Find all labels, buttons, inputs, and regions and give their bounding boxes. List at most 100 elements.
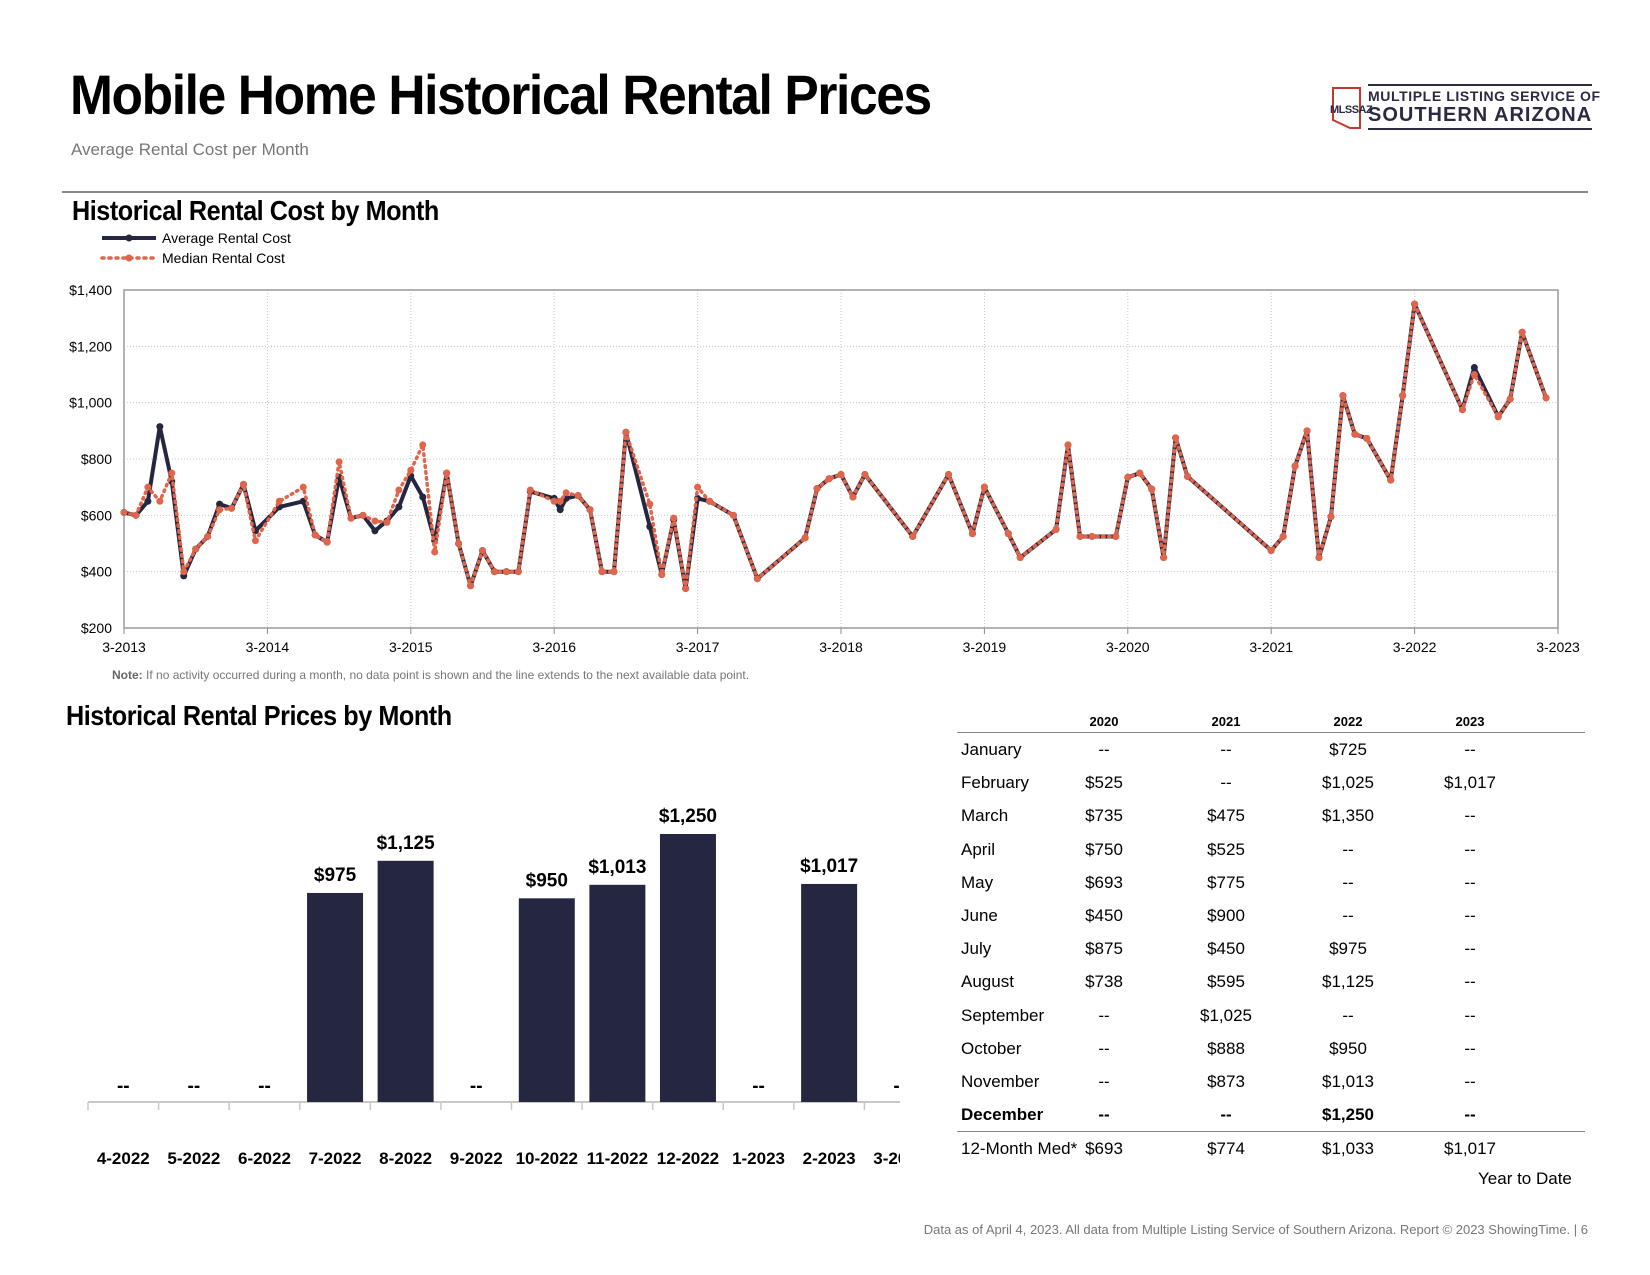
bar-category-label: 2-2023 xyxy=(803,1149,856,1168)
median-point xyxy=(275,497,283,505)
median-point xyxy=(347,514,355,522)
table-cell: -- xyxy=(1342,839,1354,859)
table-cell: $738 xyxy=(1085,972,1123,992)
table-column-header: 2021 xyxy=(1211,714,1241,729)
median-point xyxy=(455,540,463,547)
bar-empty-label: -- xyxy=(893,1076,900,1097)
table-row-label: December xyxy=(961,1105,1044,1125)
chart-note: Note: If no activity occurred during a m… xyxy=(112,668,749,682)
bar-empty-label: -- xyxy=(117,1076,130,1097)
median-point xyxy=(682,585,690,593)
table-cell: $950 xyxy=(1329,1038,1367,1058)
bar-category-label: 7-2022 xyxy=(309,1149,362,1168)
table-cell: -- xyxy=(1098,740,1110,759)
bar-value-label: $1,017 xyxy=(800,856,858,877)
median-point xyxy=(1064,441,1072,449)
x-tick-label: 3-2013 xyxy=(102,639,146,655)
y-tick-label: $200 xyxy=(81,620,112,636)
x-tick-label: 3-2014 xyxy=(246,639,290,655)
bar xyxy=(801,883,858,1102)
table-cell: $595 xyxy=(1207,972,1245,992)
bar-category-label: 12-2022 xyxy=(657,1149,719,1168)
average-point xyxy=(371,527,379,535)
legend-median-label: Median Rental Cost xyxy=(162,250,285,266)
x-tick-label: 3-2019 xyxy=(963,639,1007,655)
legend-average: Average Rental Cost xyxy=(100,228,291,248)
bar xyxy=(518,898,575,1102)
bar-chart-title: Historical Rental Prices by Month xyxy=(66,700,452,731)
median-point xyxy=(1279,532,1287,540)
median-point xyxy=(574,492,582,500)
median-point xyxy=(550,497,558,505)
table-cell: $1,025 xyxy=(1322,773,1374,793)
bar xyxy=(589,884,646,1102)
table-row-label: June xyxy=(961,905,998,925)
table-cell: -- xyxy=(1098,1038,1110,1058)
table-cell: -- xyxy=(1464,872,1476,892)
page-title: Mobile Home Historical Rental Prices xyxy=(70,63,932,126)
table-cell: $875 xyxy=(1085,939,1123,959)
median-point xyxy=(419,441,427,449)
median-point xyxy=(383,518,391,526)
chart-note-text: If no activity occurred during a month, … xyxy=(146,668,750,682)
table-cell: $774 xyxy=(1207,1139,1245,1159)
median-point xyxy=(479,547,486,555)
median-point xyxy=(968,530,976,538)
median-point xyxy=(1088,532,1096,540)
header-divider xyxy=(62,191,1588,193)
median-point xyxy=(323,538,331,546)
bar-category-label: 6-2022 xyxy=(238,1149,291,1168)
median-point xyxy=(1004,530,1012,538)
average-point xyxy=(556,506,564,514)
median-point xyxy=(658,570,666,578)
median-point xyxy=(168,469,176,477)
bar-category-label: 4-2022 xyxy=(97,1149,150,1168)
table-body: January -- -- $725 -- February $525 -- $1,025 $1,… xyxy=(957,733,1585,1165)
median-point xyxy=(909,532,917,540)
rental-table: 2020 2021 2022 2023 January -- -- $725 -- Februa… xyxy=(957,712,1585,1165)
table-row: June $450 $900 -- -- xyxy=(957,899,1585,932)
table-cell: -- xyxy=(1464,1105,1476,1125)
median-point xyxy=(1399,392,1407,400)
arizona-outline-icon xyxy=(1332,87,1361,129)
median-point xyxy=(646,500,654,508)
table-cell: $873 xyxy=(1207,1071,1245,1091)
average-point xyxy=(1470,363,1478,371)
median-point xyxy=(1506,395,1514,403)
x-tick-label: 3-2015 xyxy=(389,639,433,655)
legend-average-label: Average Rental Cost xyxy=(162,230,291,246)
x-tick-label: 3-2018 xyxy=(819,639,863,655)
median-point xyxy=(526,486,534,494)
median-point xyxy=(1351,430,1359,438)
median-point xyxy=(144,483,152,491)
median-point xyxy=(335,458,343,466)
table-cell: -- xyxy=(1464,1071,1476,1091)
table-cell: $1,125 xyxy=(1322,972,1374,992)
median-point xyxy=(1112,532,1120,540)
median-point xyxy=(1542,394,1550,402)
median-point xyxy=(311,531,319,539)
median-point xyxy=(251,537,259,545)
x-tick-label: 3-2022 xyxy=(1393,639,1437,655)
table-cell: $693 xyxy=(1085,1139,1123,1159)
median-point xyxy=(359,511,367,519)
table-cell: $1,013 xyxy=(1322,1071,1374,1091)
bar-empty-label: -- xyxy=(470,1076,483,1097)
bar-value-label: $975 xyxy=(314,865,357,886)
table-cell: $1,350 xyxy=(1322,806,1374,826)
median-point xyxy=(1363,434,1371,442)
median-point xyxy=(1172,434,1180,442)
table-row: August $738 $595 $1,125 -- xyxy=(957,965,1585,998)
median-point xyxy=(706,497,714,505)
bar xyxy=(377,860,434,1102)
table-cell: -- xyxy=(1220,1105,1232,1125)
table-cell: -- xyxy=(1464,939,1476,959)
table-cell: -- xyxy=(1342,1005,1354,1025)
table-cell: $775 xyxy=(1207,872,1245,892)
median-point xyxy=(1052,525,1060,533)
median-point xyxy=(216,506,224,514)
table-row-label: August xyxy=(961,972,1014,992)
median-point xyxy=(980,483,988,491)
chart-note-label: Note: xyxy=(112,668,143,682)
table-row: March $735 $475 $1,350 -- xyxy=(957,799,1585,832)
